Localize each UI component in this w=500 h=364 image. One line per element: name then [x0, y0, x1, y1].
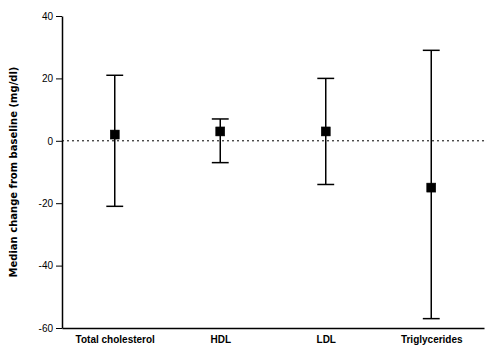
y-tick: 40	[42, 11, 62, 22]
y-tick-label: 40	[42, 11, 54, 22]
error-bar-group	[317, 78, 334, 184]
error-bar-group	[106, 75, 123, 206]
error-cap-lower	[212, 162, 229, 164]
x-tick-label: Total cholesterol	[76, 334, 155, 345]
y-axis-title: Median change from baseline (mg/dl)	[8, 67, 19, 278]
error-cap-upper	[106, 75, 123, 77]
error-bar	[220, 119, 222, 163]
y-tick-label: -40	[39, 260, 54, 271]
y-tick-mark	[56, 266, 62, 267]
median-marker	[110, 130, 119, 139]
y-tick-label: 20	[42, 73, 54, 84]
median-marker	[216, 127, 225, 136]
error-cap-upper	[212, 118, 229, 120]
plot: -60 -40 -20 0 20 40 Total cholesterol HDL LDL Tri…	[39, 11, 485, 345]
x-tick-label: Triglycerides	[401, 334, 463, 345]
x-tick: HDL	[210, 334, 231, 345]
x-tick-label: HDL	[210, 334, 231, 345]
marks	[62, 50, 484, 318]
y-tick-mark	[56, 78, 62, 79]
x-tick: Triglycerides	[401, 334, 463, 345]
y-tick-label: -60	[39, 323, 54, 334]
error-cap-lower	[423, 318, 440, 320]
y-tick: -60	[39, 323, 62, 334]
y-tick-mark	[56, 141, 62, 142]
error-cap-upper	[317, 78, 334, 80]
median-marker	[427, 183, 436, 192]
y-tick-label: 0	[47, 136, 53, 147]
error-cap-lower	[317, 184, 334, 186]
y-tick: 0	[47, 136, 62, 147]
error-cap-upper	[423, 50, 440, 52]
y-axis: -60 -40 -20 0 20 40	[39, 11, 63, 334]
y-tick-label: -20	[39, 198, 54, 209]
y-tick-mark	[56, 328, 62, 329]
error-cap-lower	[106, 206, 123, 208]
y-axis-line	[62, 17, 64, 329]
chart: -60 -40 -20 0 20 40 Total cholesterol HDL LDL Tri…	[0, 0, 500, 364]
x-axis: Total cholesterol HDL LDL Triglycerides	[63, 329, 485, 346]
y-tick-mark	[56, 16, 62, 17]
error-bar-group	[212, 119, 229, 163]
x-axis-line	[63, 328, 485, 330]
median-marker	[321, 127, 330, 136]
x-tick-label: LDL	[317, 334, 336, 345]
y-tick-mark	[56, 203, 62, 204]
y-tick: -20	[39, 198, 62, 209]
x-tick: LDL	[317, 334, 336, 345]
x-tick: Total cholesterol	[76, 334, 155, 345]
y-tick: -40	[39, 260, 62, 271]
reference-line	[62, 140, 484, 141]
error-bar-group	[423, 50, 440, 318]
error-bar	[114, 75, 116, 206]
y-tick: 20	[42, 73, 62, 84]
